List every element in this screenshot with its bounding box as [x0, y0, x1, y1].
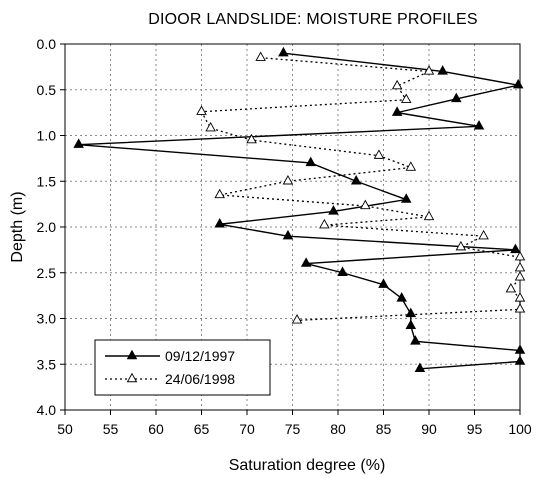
x-tick-label: 50: [57, 421, 73, 437]
legend-box: [94, 339, 271, 396]
data-point: [437, 65, 448, 75]
data-point: [255, 51, 266, 61]
y-tick-label: 0.0: [37, 36, 57, 52]
data-point: [282, 174, 294, 185]
data-point: [291, 314, 303, 324]
data-point: [400, 93, 412, 104]
data-point: [278, 46, 289, 57]
y-tick-label: 3.0: [37, 311, 57, 327]
x-tick-label: 95: [467, 421, 483, 437]
data-point: [319, 218, 330, 229]
data-point: [510, 243, 521, 254]
y-axis-title: Depth (m): [9, 191, 26, 262]
data-point: [378, 278, 389, 288]
series-2: [196, 51, 526, 324]
data-point: [391, 106, 403, 116]
x-tick-label: 65: [194, 421, 210, 437]
series-layer: [73, 46, 526, 373]
y-tick-label: 2.5: [37, 265, 57, 281]
data-point: [423, 210, 435, 221]
y-tick-label: 4.0: [37, 402, 57, 418]
x-tick-label: 55: [103, 421, 119, 437]
data-point: [455, 240, 467, 251]
data-point: [423, 65, 435, 75]
x-tick-label: 75: [285, 421, 301, 437]
x-tick-label: 60: [148, 421, 164, 437]
data-point: [305, 156, 316, 167]
data-point: [514, 344, 526, 354]
data-point: [214, 217, 225, 228]
y-tick-label: 0.5: [37, 82, 57, 98]
x-tick-label: 90: [421, 421, 437, 437]
data-point: [373, 149, 385, 159]
y-axis: 0.0 0.5 1.0 1.5 2.0 2.5 3.0 3.5 4.0: [37, 36, 65, 418]
data-point: [514, 250, 526, 261]
data-point: [405, 319, 417, 330]
data-point: [196, 105, 207, 115]
data-point: [473, 120, 485, 130]
x-tick-label: 85: [376, 421, 392, 437]
data-point: [478, 229, 489, 240]
data-point: [514, 261, 526, 272]
data-point: [337, 266, 348, 276]
data-point: [205, 121, 216, 132]
data-point: [405, 161, 417, 171]
y-tick-label: 1.5: [37, 173, 57, 189]
data-point: [350, 174, 362, 185]
data-point: [282, 229, 294, 240]
y-tick-label: 3.5: [37, 356, 57, 372]
data-point: [73, 138, 84, 148]
data-point: [514, 303, 526, 313]
data-point: [514, 292, 526, 302]
data-point: [400, 193, 412, 203]
legend-marker: [126, 349, 138, 360]
x-axis: 50 55 60 65 70 75 80 85 90 95 100: [57, 410, 532, 437]
data-point: [410, 335, 421, 345]
data-point: [505, 282, 517, 293]
x-tick-label: 80: [330, 421, 346, 437]
data-point: [396, 292, 407, 302]
legend-label: 24/06/1998: [165, 371, 235, 387]
data-point: [300, 257, 312, 267]
data-point: [405, 307, 417, 318]
data-point: [360, 199, 371, 210]
y-tick-label: 1.0: [37, 128, 57, 144]
x-axis-title: Saturation degree (%): [229, 457, 386, 474]
legend: 09/12/1997 24/06/1998: [94, 339, 271, 396]
data-point: [391, 79, 403, 90]
series-line: [200, 57, 521, 321]
data-point: [514, 271, 526, 281]
y-tick-label: 2.0: [37, 219, 57, 235]
data-point: [514, 355, 526, 365]
chart-title: DIOOR LANDSLIDE: MOISTURE PROFILES: [148, 11, 478, 28]
data-point: [451, 92, 462, 103]
legend-label: 09/12/1997: [165, 348, 235, 364]
data-point: [512, 78, 524, 89]
data-point: [328, 205, 339, 215]
data-point: [214, 188, 225, 199]
x-tick-label: 70: [239, 421, 255, 437]
data-point: [246, 133, 257, 144]
legend-marker: [126, 372, 138, 383]
data-point: [414, 362, 426, 373]
x-tick-label: 100: [508, 421, 532, 437]
series-1: [73, 46, 526, 373]
